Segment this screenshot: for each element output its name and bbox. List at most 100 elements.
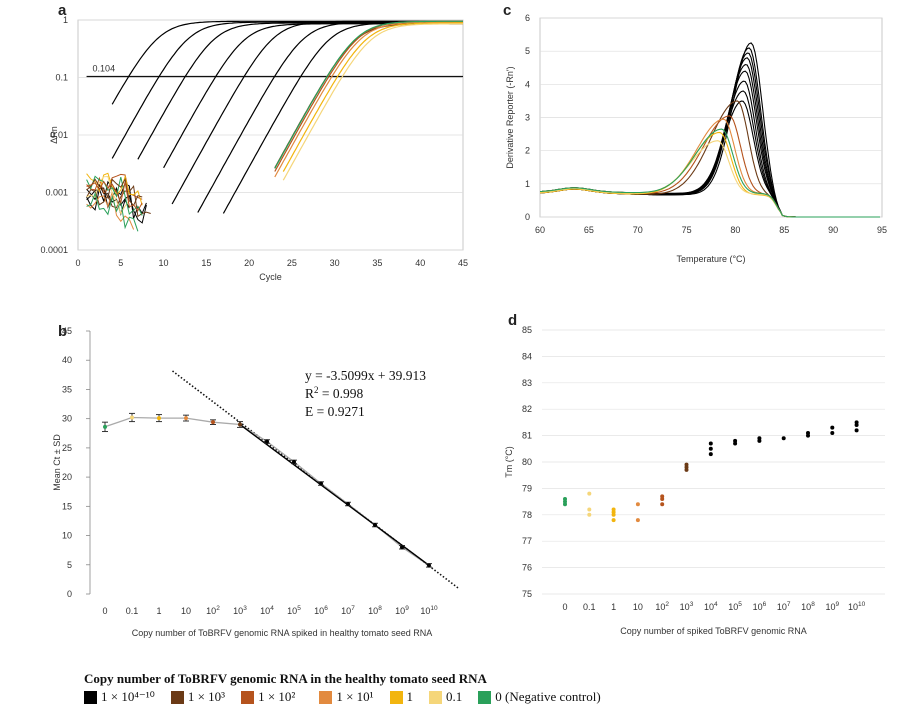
chart-d-xtick-exp: 6 [763, 601, 767, 608]
chart-c-series-line [539, 100, 880, 218]
chart-b-r2-exp: 2 [314, 385, 319, 395]
chart-d-xtick-label: 105 [728, 601, 742, 612]
chart-d-xtick-base: 10 [801, 602, 811, 612]
chart-b-xtick-label: 108 [368, 605, 382, 616]
legend-label: 0 (Negative control) [495, 689, 601, 704]
chart-d-xtick-label: 0.1 [583, 602, 596, 612]
chart-a-threshold-label: 0.104 [93, 64, 116, 74]
chart-a-series-line [274, 21, 463, 178]
chart-c-xlabel: Temperature (°C) [676, 254, 745, 264]
chart-a-xtick-label: 0 [75, 258, 80, 268]
chart-b-xtick-exp: 5 [297, 605, 301, 612]
chart-b-ytick-label: 5 [67, 560, 72, 570]
legend-swatch [319, 690, 333, 704]
chart-d-xtick-exp: 9 [835, 601, 839, 608]
chart-b-xtick-label: 107 [341, 605, 355, 616]
chart-d-ytick-label: 85 [522, 325, 532, 335]
chart-a-ytick-label: 0.1 [55, 73, 68, 83]
chart-d-point [563, 496, 567, 501]
chart-c-xtick-label: 60 [535, 225, 545, 235]
chart-a-frame [77, 19, 464, 251]
chart-a-series-line [111, 21, 463, 159]
chart-b-xtick-label: 102 [206, 605, 220, 616]
chart-d-point [806, 430, 810, 435]
chart-d-point [611, 518, 616, 523]
chart-a-xtick-label: 30 [330, 258, 340, 268]
chart-d-xtick-base: 10 [825, 602, 835, 612]
chart-b-point [184, 416, 188, 421]
chart-d-point [660, 502, 665, 507]
chart-b-ytick-label: 40 [62, 355, 72, 365]
chart-b-fit-segment [239, 423, 430, 566]
chart-c-series-line [539, 52, 880, 218]
chart-d-xtick-exp: 4 [714, 601, 718, 608]
chart-b-xtick-label: 0 [102, 606, 107, 616]
chart-a-series-line [171, 20, 463, 205]
chart-b-ytick-label: 35 [62, 384, 72, 394]
chart-a-series-line [282, 22, 463, 172]
chart-d-point [757, 436, 762, 441]
chart-c-ytick-label: 5 [525, 46, 530, 56]
chart-d-point [708, 446, 713, 451]
chart-c-series-line [539, 47, 880, 218]
chart-b-xtick-base: 10 [233, 606, 243, 616]
chart-b-xtick-base: 10 [314, 606, 324, 616]
chart-d-xtick-label: 106 [753, 601, 767, 612]
chart-a-series-line [274, 23, 463, 169]
chart-c-series-line [539, 64, 880, 218]
chart-b-point [427, 563, 431, 568]
chart-d-xtick-label: 103 [680, 601, 694, 612]
chart-d-xtick-base: 10 [680, 602, 690, 612]
chart-c-ytick-label: 1 [525, 179, 530, 189]
chart-d-point [684, 467, 689, 472]
chart-c-frame [539, 17, 883, 218]
chart-a-noise-line [86, 191, 135, 230]
legend-item: 1 × 10⁴⁻¹⁰ [84, 689, 155, 705]
legend-swatch [84, 690, 97, 704]
chart-b-xtick-base: 0.1 [126, 606, 139, 616]
chart-a-series-line [163, 23, 463, 169]
legend-item: 1 × 10¹ [319, 689, 374, 705]
chart-d-ylabel: Tm (°C) [504, 446, 514, 478]
chart-c-axes: 0 1 2 3 4 5 6 60 65 70 75 80 85 90 95 Temperature (°C) D… [505, 13, 887, 264]
chart-c-xtick-label: 70 [633, 225, 643, 235]
panel-letter-d: d [508, 312, 518, 329]
chart-d-xtick-base: 10 [633, 602, 643, 612]
chart-c-ytick-label: 6 [525, 13, 530, 23]
chart-b-xtick-label: 109 [395, 605, 409, 616]
chart-b-xtick-exp: 2 [216, 605, 220, 612]
chart-c-series-line [539, 90, 880, 218]
chart-a-noise-line [86, 184, 151, 218]
chart-d-point [830, 430, 835, 435]
chart-d-xtick-exp: 10 [858, 601, 866, 608]
chart-d-xtick-base: 10 [753, 602, 763, 612]
chart-d-ytick-label: 75 [522, 589, 532, 599]
chart-b-xtick-base: 10 [341, 606, 351, 616]
chart-d-point [806, 433, 810, 438]
chart-a-xtick-label: 25 [287, 258, 297, 268]
chart-b-point [265, 439, 269, 444]
chart-a-xlabel: Cycle [259, 272, 282, 282]
chart-d-xtick-label: 1010 [848, 601, 866, 612]
chart-a-series-line [274, 20, 463, 172]
chart-a-series-line [197, 21, 463, 213]
chart-a-noise-line [86, 180, 143, 212]
chart-a-noise-line [86, 175, 143, 216]
chart-d-point [563, 499, 567, 504]
chart-b-xtick-exp: 6 [324, 605, 328, 612]
chart-d-xtick-exp: 7 [787, 601, 791, 608]
chart-b-xtick-exp: 8 [378, 605, 382, 612]
chart-d-point [611, 512, 616, 517]
chart-a-xtick-label: 40 [415, 258, 425, 268]
chart-d-point [854, 423, 859, 428]
chart-b-xtick-base: 10 [206, 606, 216, 616]
chart-b-r2-label: R [305, 386, 314, 401]
chart-d-xtick-label: 107 [777, 601, 791, 612]
legend-item: 0 (Negative control) [478, 689, 601, 705]
legend-swatch [241, 690, 255, 704]
chart-b-point [346, 501, 350, 506]
chart-c-xtick-label: 95 [877, 225, 887, 235]
chart-b-xtick-base: 10 [287, 606, 297, 616]
